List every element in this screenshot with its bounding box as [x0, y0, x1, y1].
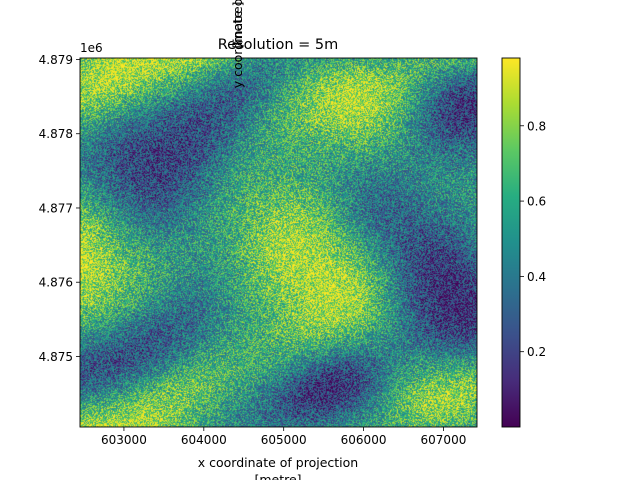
y-axis-unit-label: [metre] — [230, 1, 245, 48]
y-axis: 4.875 4.876 4.877 4.878 4.879 — [39, 53, 80, 364]
y-axis-label: y coordinate of projection — [230, 0, 245, 88]
y-tick-label: 4.878 — [39, 127, 73, 141]
plot-frame — [79, 57, 478, 428]
heatmap-image — [80, 58, 477, 427]
y-tick-label: 4.875 — [39, 350, 73, 364]
colorbar-frame — [501, 57, 521, 428]
y-offset-label: 1e6 — [80, 41, 103, 55]
colorbar-tick-label: 0.6 — [527, 195, 546, 209]
plot-area — [79, 57, 478, 428]
chart-title: Resolution = 5m — [218, 37, 338, 53]
colorbar-ticks: 0.2 0.4 0.6 0.8 — [520, 119, 546, 359]
colorbar-tick-label: 0.2 — [527, 345, 546, 359]
y-tick-label: 4.877 — [39, 201, 73, 215]
colorbar-tick-label: 0.8 — [527, 119, 546, 133]
x-axis-unit-label: [metre] — [254, 472, 301, 480]
x-axis: 603000 604000 605000 606000 607000 — [101, 427, 466, 447]
x-tick-label: 604000 — [181, 433, 227, 447]
y-tick-label: 4.879 — [39, 53, 73, 67]
x-axis-label: x coordinate of projection — [198, 455, 358, 470]
colorbar-tick-label: 0.4 — [527, 270, 546, 284]
x-tick-label: 605000 — [261, 433, 307, 447]
colorbar-gradient — [502, 58, 520, 427]
x-tick-label: 607000 — [421, 433, 467, 447]
heatmap-image-holder — [80, 58, 477, 427]
colorbar: 0.2 0.4 0.6 0.8 — [501, 57, 546, 428]
x-tick-label: 603000 — [101, 433, 147, 447]
x-tick-label: 606000 — [341, 433, 387, 447]
y-tick-label: 4.876 — [39, 276, 73, 290]
